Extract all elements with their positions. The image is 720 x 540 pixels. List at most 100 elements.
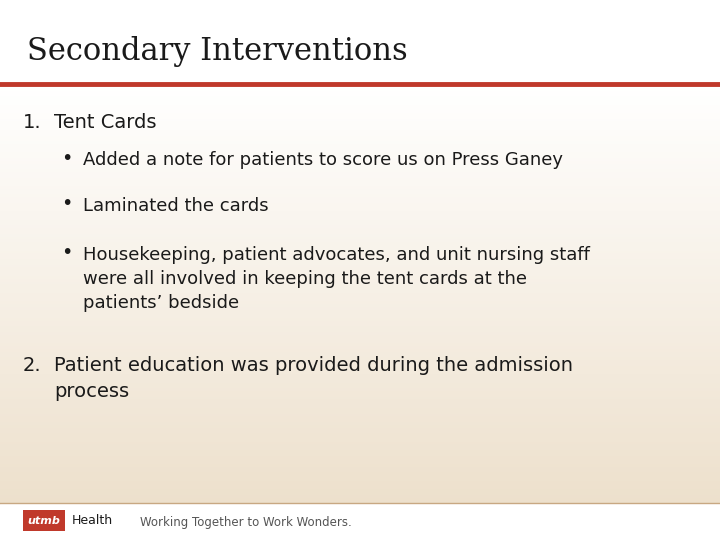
Bar: [0, 109, 720, 112]
Bar: [0, 446, 720, 449]
Bar: [0, 181, 720, 185]
Bar: [0, 280, 720, 283]
Bar: [0, 341, 720, 345]
Bar: [0, 142, 720, 145]
Bar: [0, 429, 720, 432]
Text: Laminated the cards: Laminated the cards: [83, 197, 269, 215]
Bar: [0, 246, 720, 249]
Bar: [0, 471, 720, 474]
Bar: [0, 434, 720, 437]
Bar: [0, 333, 720, 336]
Bar: [0, 226, 720, 230]
Bar: [0, 123, 720, 126]
Bar: [0, 100, 720, 103]
Bar: [0, 454, 720, 457]
Bar: [0, 207, 720, 210]
Bar: [0, 89, 720, 92]
Bar: [0, 437, 720, 440]
Bar: [0, 240, 720, 244]
Bar: [0, 381, 720, 384]
Bar: [0, 159, 720, 163]
Text: utmb: utmb: [27, 516, 60, 525]
Bar: [0, 364, 720, 367]
Bar: [0, 383, 720, 387]
Bar: [0, 403, 720, 407]
Bar: [0, 187, 720, 191]
Bar: [0, 282, 720, 286]
Bar: [0, 151, 720, 154]
Bar: [0, 260, 720, 264]
Bar: [0, 504, 720, 540]
Bar: [0, 411, 720, 415]
Bar: [0, 392, 720, 395]
Text: •: •: [61, 194, 73, 213]
Bar: [0, 409, 720, 412]
Bar: [0, 291, 720, 294]
Bar: [0, 139, 720, 143]
Bar: [0, 389, 720, 393]
Bar: [0, 485, 720, 488]
Bar: [0, 476, 720, 480]
Bar: [0, 316, 720, 320]
Text: •: •: [61, 243, 73, 262]
Bar: [0, 111, 720, 114]
Bar: [0, 117, 720, 120]
Bar: [0, 106, 720, 109]
Bar: [0, 120, 720, 123]
Bar: [0, 232, 720, 235]
Bar: [0, 221, 720, 224]
Bar: [0, 359, 720, 362]
Bar: [0, 229, 720, 233]
Bar: [0, 496, 720, 500]
Bar: [0, 426, 720, 429]
Text: Tent Cards: Tent Cards: [54, 113, 156, 132]
Bar: [0, 310, 720, 314]
Bar: [0, 502, 720, 505]
Bar: [0, 268, 720, 272]
Bar: [0, 235, 720, 238]
Bar: [0, 308, 720, 311]
Bar: [0, 339, 720, 342]
Bar: [0, 266, 720, 269]
Bar: [0, 179, 720, 182]
Bar: [0, 493, 720, 496]
Bar: [0, 313, 720, 317]
Bar: [0, 252, 720, 255]
Bar: [0, 431, 720, 435]
Bar: [0, 378, 720, 381]
Bar: [0, 137, 720, 140]
Bar: [0, 330, 720, 334]
Bar: [0, 249, 720, 252]
Bar: [0, 277, 720, 280]
Bar: [0, 201, 720, 205]
Bar: [0, 299, 720, 303]
Text: Working Together to Work Wonders.: Working Together to Work Wonders.: [140, 516, 352, 529]
Bar: [0, 128, 720, 131]
Bar: [0, 448, 720, 451]
Bar: [0, 224, 720, 227]
Bar: [0, 345, 720, 348]
Bar: [0, 190, 720, 193]
Bar: [0, 387, 720, 390]
Bar: [0, 499, 720, 502]
Bar: [0, 347, 720, 350]
Text: Housekeeping, patient advocates, and unit nursing staff
were all involved in kee: Housekeeping, patient advocates, and uni…: [83, 246, 590, 312]
Bar: [0, 474, 720, 477]
Bar: [0, 367, 720, 370]
Bar: [0, 170, 720, 173]
Bar: [0, 319, 720, 322]
Bar: [0, 156, 720, 159]
Bar: [0, 215, 720, 219]
Bar: [0, 465, 720, 468]
Bar: [0, 243, 720, 247]
Bar: [0, 327, 720, 331]
Bar: [0, 397, 720, 401]
Bar: [0, 271, 720, 275]
Bar: [0, 173, 720, 177]
Bar: [0, 406, 720, 409]
Text: Health: Health: [72, 514, 113, 527]
Bar: [0, 86, 720, 89]
Bar: [0, 457, 720, 460]
Bar: [0, 440, 720, 443]
Bar: [0, 153, 720, 157]
